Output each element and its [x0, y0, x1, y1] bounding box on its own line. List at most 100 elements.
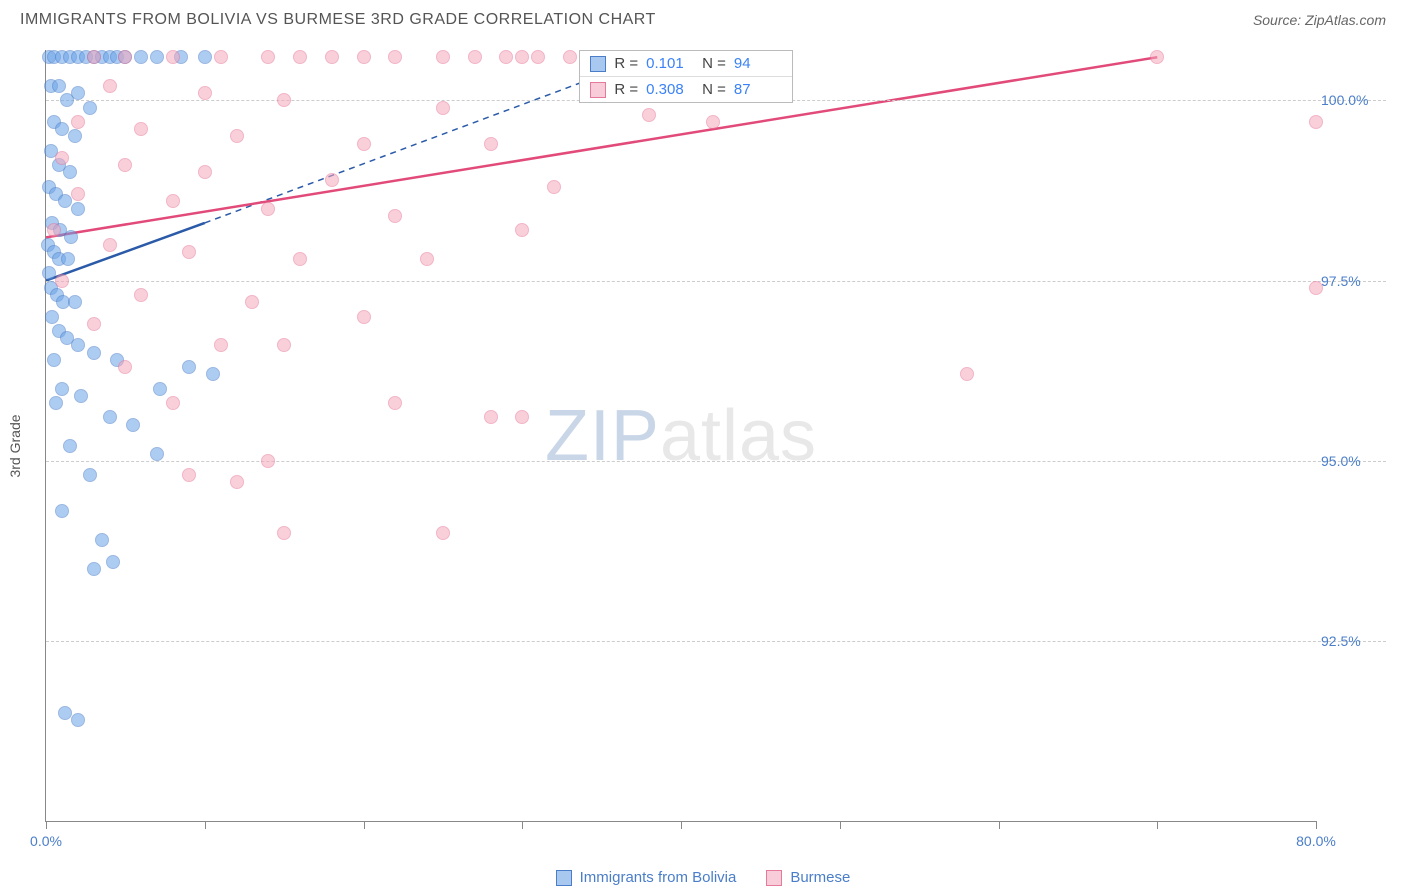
data-point: [515, 50, 529, 64]
legend-label: Immigrants from Bolivia: [580, 869, 737, 886]
data-point: [484, 137, 498, 151]
data-point: [71, 115, 85, 129]
x-tick: [840, 821, 841, 829]
data-point: [61, 252, 75, 266]
data-point: [83, 468, 97, 482]
data-point: [1309, 115, 1323, 129]
data-point: [182, 468, 196, 482]
data-point: [357, 50, 371, 64]
data-point: [230, 475, 244, 489]
data-point: [87, 346, 101, 360]
data-point: [436, 526, 450, 540]
data-point: [71, 86, 85, 100]
x-tick: [205, 821, 206, 829]
data-point: [484, 410, 498, 424]
data-point: [325, 50, 339, 64]
data-point: [68, 129, 82, 143]
y-tick-label: 95.0%: [1321, 453, 1381, 469]
data-point: [150, 447, 164, 461]
series-swatch: [590, 56, 606, 72]
plot-container: 3rd Grade ZIPatlas 92.5%95.0%97.5%100.0%…: [45, 40, 1386, 852]
data-point: [55, 504, 69, 518]
data-point: [261, 454, 275, 468]
data-point: [87, 50, 101, 64]
legend-swatch: [766, 870, 782, 886]
gridline: [46, 461, 1386, 462]
data-point: [71, 187, 85, 201]
data-point: [206, 367, 220, 381]
data-point: [198, 86, 212, 100]
data-point: [134, 122, 148, 136]
data-point: [1150, 50, 1164, 64]
stat-r-value: 0.308: [646, 81, 694, 98]
y-tick-label: 100.0%: [1321, 92, 1381, 108]
data-point: [166, 396, 180, 410]
y-tick-label: 92.5%: [1321, 633, 1381, 649]
chart-source: Source: ZipAtlas.com: [1253, 12, 1386, 28]
data-point: [325, 173, 339, 187]
data-point: [83, 101, 97, 115]
series-swatch: [590, 82, 606, 98]
data-point: [118, 158, 132, 172]
data-point: [198, 50, 212, 64]
gridline: [46, 641, 1386, 642]
data-point: [55, 274, 69, 288]
legend-label: Burmese: [790, 869, 850, 886]
data-point: [293, 50, 307, 64]
watermark-atlas: atlas: [660, 396, 817, 476]
data-point: [436, 50, 450, 64]
data-point: [388, 50, 402, 64]
data-point: [52, 79, 66, 93]
data-point: [74, 389, 88, 403]
data-point: [388, 209, 402, 223]
data-point: [166, 50, 180, 64]
data-point: [563, 50, 577, 64]
data-point: [103, 410, 117, 424]
legend-item: Immigrants from Bolivia: [556, 869, 737, 886]
y-axis-label: 3rd Grade: [7, 414, 23, 477]
data-point: [293, 252, 307, 266]
data-point: [515, 223, 529, 237]
x-tick: [681, 821, 682, 829]
stat-row: R =0.308N =87: [580, 76, 792, 102]
data-point: [1309, 281, 1323, 295]
data-point: [63, 439, 77, 453]
legend-bottom: Immigrants from Bolivia Burmese: [0, 869, 1406, 886]
gridline: [46, 281, 1386, 282]
data-point: [499, 50, 513, 64]
data-point: [87, 562, 101, 576]
data-point: [153, 382, 167, 396]
data-point: [436, 101, 450, 115]
data-point: [357, 310, 371, 324]
x-tick: [1316, 821, 1317, 829]
data-point: [277, 526, 291, 540]
stat-box: R =0.101N =94R =0.308N =87: [579, 50, 793, 103]
data-point: [166, 194, 180, 208]
watermark: ZIPatlas: [545, 395, 817, 477]
data-point: [134, 50, 148, 64]
x-tick: [999, 821, 1000, 829]
regression-overlay: [46, 50, 1316, 821]
data-point: [87, 317, 101, 331]
data-point: [261, 50, 275, 64]
data-point: [47, 223, 61, 237]
data-point: [706, 115, 720, 129]
data-point: [45, 310, 59, 324]
data-point: [49, 396, 63, 410]
data-point: [103, 238, 117, 252]
data-point: [68, 295, 82, 309]
x-tick-label: 0.0%: [30, 833, 62, 849]
data-point: [198, 165, 212, 179]
x-tick-label: 80.0%: [1296, 833, 1336, 849]
stat-r-value: 0.101: [646, 55, 694, 72]
x-tick: [46, 821, 47, 829]
stat-row: R =0.101N =94: [580, 51, 792, 76]
x-tick: [364, 821, 365, 829]
data-point: [106, 555, 120, 569]
legend-item: Burmese: [766, 869, 850, 886]
data-point: [134, 288, 148, 302]
data-point: [63, 165, 77, 179]
data-point: [515, 410, 529, 424]
data-point: [150, 50, 164, 64]
data-point: [357, 137, 371, 151]
